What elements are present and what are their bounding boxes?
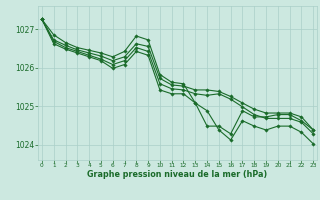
X-axis label: Graphe pression niveau de la mer (hPa): Graphe pression niveau de la mer (hPa): [87, 170, 268, 179]
